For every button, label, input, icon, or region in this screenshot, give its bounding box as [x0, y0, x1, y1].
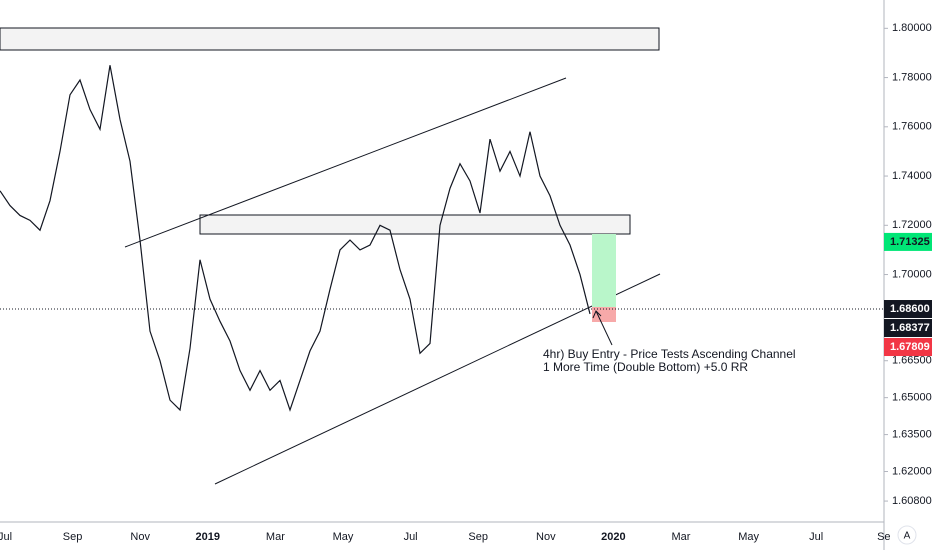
price-line — [0, 65, 591, 412]
x-tick-label: Jul — [404, 531, 418, 543]
annotation: 4hr) Buy Entry - Price Tests Ascending C… — [543, 347, 796, 361]
price-tag-label: 1.67809 — [890, 341, 930, 353]
y-tick-label: 1.80000 — [892, 22, 932, 34]
auto-scale-button[interactable] — [897, 525, 917, 545]
price-tag — [884, 338, 932, 357]
y-tick-label: 1.65000 — [892, 392, 932, 404]
x-tick-label: Mar — [672, 531, 691, 543]
y-tick-label: 1.60800 — [892, 495, 932, 507]
price-tag-label: 1.71325 — [890, 236, 930, 248]
channel-top — [124, 77, 567, 248]
x-tick-label: Jul — [0, 531, 12, 543]
x-tick-label: Mar — [266, 531, 285, 543]
y-tick-label: 1.74000 — [892, 170, 932, 182]
y-tick-label: 1.76000 — [892, 121, 932, 133]
stop-box — [592, 307, 616, 322]
price-tag — [884, 232, 932, 251]
y-tick-label: 1.66500 — [892, 355, 932, 367]
y-tick-label: 1.70000 — [892, 268, 932, 280]
x-tick-label: May — [333, 531, 354, 543]
price-tag — [884, 319, 932, 338]
x-tick-label: Jul — [809, 531, 823, 543]
target-box — [592, 234, 616, 307]
x-tick-label: Sep — [468, 531, 488, 543]
x-tick-label: 2019 — [196, 531, 220, 543]
x-tick-label: Se — [877, 531, 890, 543]
price-tag-label: 1.68600 — [890, 303, 930, 315]
support-zone — [199, 214, 631, 235]
arrow-head — [592, 310, 602, 319]
resistance-zone — [0, 27, 660, 51]
x-tick-label: Nov — [130, 531, 150, 543]
y-tick-label: 1.63500 — [892, 428, 932, 440]
annotation: 1 More Time (Double Bottom) +5.0 RR — [543, 360, 748, 374]
y-tick-label: 1.78000 — [892, 71, 932, 83]
auto-scale-label[interactable]: A — [904, 531, 911, 542]
arrow — [595, 310, 613, 346]
x-tick-label: May — [738, 531, 759, 543]
y-tick-label: 1.62000 — [892, 465, 932, 477]
x-tick-label: Sep — [63, 531, 83, 543]
y-tick-label: 1.72000 — [892, 219, 932, 231]
x-tick-label: 2020 — [601, 531, 625, 543]
price-tag-label: 1.68377 — [890, 322, 930, 334]
x-tick-label: Nov — [536, 531, 556, 543]
price-tag — [884, 300, 932, 319]
